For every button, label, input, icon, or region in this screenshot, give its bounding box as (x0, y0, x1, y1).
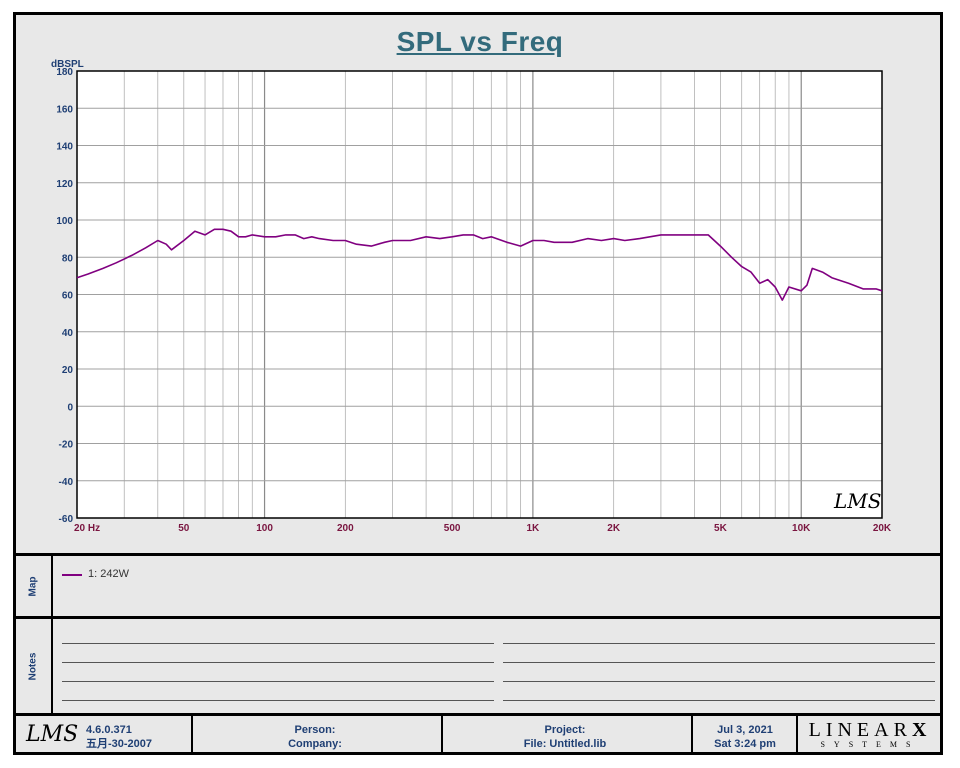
x-tick-label: 2K (607, 523, 621, 534)
y-tick-label: 140 (56, 142, 73, 153)
plot-border (76, 70, 883, 519)
note-line (503, 681, 935, 682)
datetime: Jul 3, 2021 Sat 3:24 pm (695, 723, 795, 751)
version-number: 4.6.0.371 (86, 724, 132, 736)
x-tick-label: 20 Hz (74, 523, 100, 534)
person-label: Person: (294, 724, 336, 736)
note-line (503, 662, 935, 663)
footer-divider-2 (441, 716, 443, 753)
build-date: 五月-30-2007 (86, 738, 153, 750)
footer-divider-3 (691, 716, 693, 753)
y-tick-label: 80 (62, 253, 74, 264)
notes-divider (51, 619, 53, 713)
x-tick-label: 200 (337, 523, 354, 534)
y-tick-label: -40 (59, 477, 74, 488)
y-tick-label: -60 (59, 514, 74, 525)
footer-divider-1 (191, 716, 193, 753)
linearx-brand: LINEAR (808, 719, 912, 741)
chart-title: SPL vs Freq (396, 26, 564, 57)
separator-map-notes (13, 616, 943, 619)
y-axis-label: dBSPL (51, 59, 84, 70)
map-divider (51, 556, 53, 616)
x-tick-label: 1K (526, 523, 540, 534)
note-line (62, 643, 494, 644)
y-tick-label: 20 (62, 365, 74, 376)
series-line-242w (76, 228, 883, 301)
y-tick-label: 60 (62, 291, 74, 302)
separator-notes-footer (13, 713, 943, 716)
note-line (503, 643, 935, 644)
linearx-systems: SYSTEMS (820, 740, 920, 749)
y-tick-label: 120 (56, 179, 73, 190)
time-label: Sat 3:24 pm (714, 738, 776, 750)
date-label: Jul 3, 2021 (717, 724, 773, 736)
y-tick-label: 160 (56, 104, 73, 115)
person-company: Person: Company: (195, 723, 435, 751)
x-tick-label: 20K (873, 523, 892, 534)
footer-divider-4 (796, 716, 798, 753)
notes-label: Notes (27, 652, 39, 681)
linearx-logo: LINEARX (800, 719, 940, 742)
lms-footer-logo: LMS (26, 722, 79, 747)
x-tick-label: 10K (792, 523, 811, 534)
lms-plot-logo: LMS (833, 489, 881, 513)
legend-entry: 1: 242W (88, 568, 129, 580)
y-tick-label: 100 (56, 216, 73, 227)
x-tick-label: 50 (178, 523, 190, 534)
note-line (503, 700, 935, 701)
project-label: Project: (544, 724, 586, 736)
map-label: Map (27, 576, 39, 597)
project-file: Project: File: Untitled.lib (445, 723, 685, 751)
note-line (62, 662, 494, 663)
x-tick-label: 100 (256, 523, 273, 534)
legend-swatch (62, 574, 82, 576)
y-tick-label: 0 (67, 402, 73, 413)
y-tick-label: 180 (56, 67, 73, 78)
x-tick-label: 5K (714, 523, 728, 534)
x-tick-label: 500 (444, 523, 461, 534)
y-tick-label: 40 (62, 328, 74, 339)
version-info: 4.6.0.371 五月-30-2007 (86, 723, 152, 751)
separator-plot-map (13, 553, 943, 556)
company-label: Company: (288, 738, 342, 750)
note-line (62, 700, 494, 701)
y-tick-label: -20 (59, 440, 74, 451)
linearx-x: X (911, 719, 932, 741)
file-label: File: Untitled.lib (523, 738, 607, 750)
note-line (62, 681, 494, 682)
